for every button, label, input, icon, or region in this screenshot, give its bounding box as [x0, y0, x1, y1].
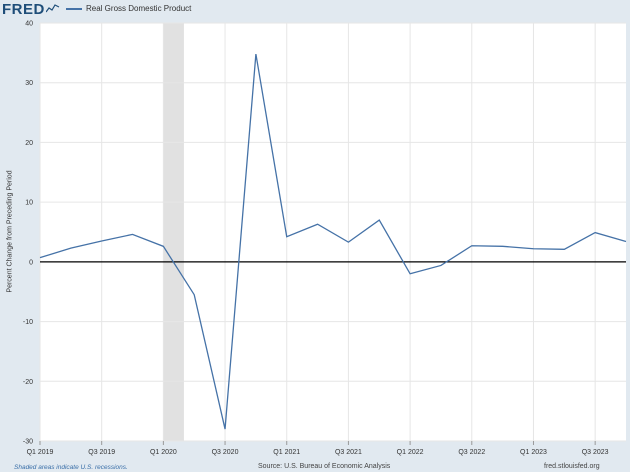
data-point[interactable]: [346, 240, 351, 245]
recession-layer: [163, 23, 184, 441]
x-tick-label: Q3 2019: [88, 449, 115, 456]
data-point[interactable]: [99, 238, 104, 243]
y-tick-label: 40: [25, 21, 33, 28]
x-tick-label: Q1 2023: [520, 449, 547, 456]
data-point[interactable]: [192, 292, 197, 297]
chart-header: FRED Real Gross Domestic Product: [0, 0, 630, 20]
x-tick-label: Q1 2021: [273, 449, 300, 456]
y-tick-label: 10: [25, 200, 33, 207]
data-point[interactable]: [284, 234, 289, 239]
x-tick-label: Q1 2020: [150, 449, 177, 456]
fred-logo[interactable]: FRED: [2, 1, 45, 18]
data-point[interactable]: [624, 239, 629, 244]
data-point[interactable]: [161, 244, 166, 249]
data-point[interactable]: [38, 255, 43, 260]
y-axis: -30 -20 -10 0 10 20 30 40: [23, 21, 33, 446]
series-line[interactable]: [39, 53, 627, 430]
data-point[interactable]: [253, 52, 258, 57]
legend-label: Real Gross Domestic Product: [86, 4, 192, 13]
data-point[interactable]: [315, 222, 320, 227]
plot-area: [40, 23, 626, 441]
x-tick-label: Q3 2023: [582, 449, 609, 456]
data-point[interactable]: [562, 247, 567, 252]
data-point[interactable]: [500, 244, 505, 249]
y-axis-label: Percent Change from Preceding Period: [6, 170, 14, 293]
y-tick-label: -20: [23, 379, 33, 386]
logo-graph-icon: [46, 4, 60, 13]
legend: Real Gross Domestic Product: [66, 4, 191, 13]
y-tick-label: -10: [23, 319, 33, 326]
y-tick-label: -30: [23, 439, 33, 446]
site-link[interactable]: fred.stlouisfed.org: [544, 463, 600, 470]
series-layer: [38, 52, 629, 432]
recession-note: Shaded areas indicate U.S. recessions.: [14, 464, 128, 471]
x-tick-label: Q3 2020: [212, 449, 239, 456]
x-tick-label: Q1 2022: [397, 449, 424, 456]
y-tick-label: 30: [25, 80, 33, 87]
data-point[interactable]: [130, 232, 135, 237]
grid-layer: [39, 22, 626, 442]
data-point[interactable]: [438, 263, 443, 268]
y-tick-label: 20: [25, 140, 33, 147]
data-point[interactable]: [223, 427, 228, 432]
data-point[interactable]: [68, 246, 73, 251]
legend-swatch: [66, 7, 82, 10]
data-point[interactable]: [469, 243, 474, 248]
data-point[interactable]: [377, 218, 382, 223]
data-point[interactable]: [593, 230, 598, 235]
x-axis: Q1 2019 Q3 2019 Q1 2020 Q3 2020 Q1 2021 Q3 20…: [27, 441, 609, 456]
recession-band: [163, 23, 184, 441]
x-tick-label: Q3 2021: [335, 449, 362, 456]
y-tick-label: 0: [29, 259, 33, 266]
data-point[interactable]: [408, 271, 413, 276]
x-tick-label: Q3 2022: [458, 449, 485, 456]
x-tick-label: Q1 2019: [27, 449, 54, 456]
source-label: Source: U.S. Bureau of Economic Analysis: [258, 463, 391, 470]
data-point[interactable]: [531, 246, 536, 251]
